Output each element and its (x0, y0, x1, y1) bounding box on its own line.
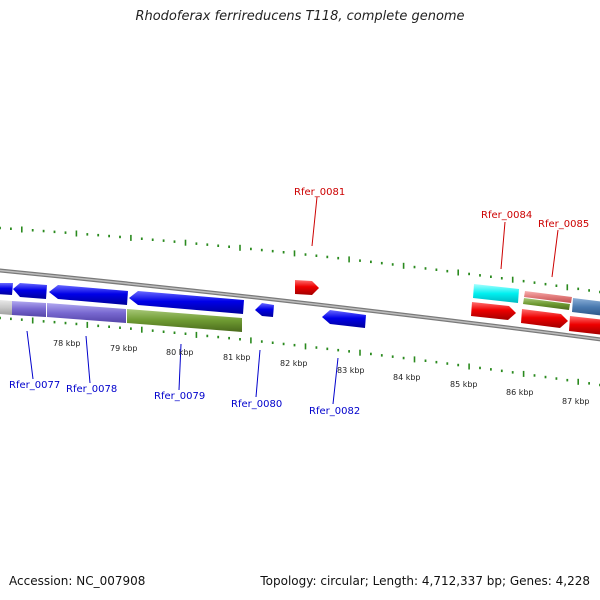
cog-bar (572, 298, 600, 316)
label-leaders (26, 196, 559, 405)
map-title: Rhodoferax ferrireducens T118, complete … (135, 9, 465, 24)
accession-text: Accession: NC_007908 (9, 574, 146, 588)
gene-arrow (0, 283, 13, 295)
kbp-label: 79 kbp (110, 344, 138, 353)
upper-tick-track (0, 226, 600, 294)
gene-arrow (521, 309, 568, 328)
reverse-genes (0, 283, 366, 328)
gene-arrow (49, 285, 128, 305)
gene-arrow (569, 316, 600, 335)
lower-tick-track (0, 316, 600, 387)
cog-bar (12, 301, 46, 317)
gene-arrow (322, 310, 366, 328)
cog-bar (523, 298, 570, 310)
kbp-label: 87 kbp (562, 397, 590, 406)
gene-arrow (295, 280, 319, 295)
kbp-label: 82 kbp (280, 359, 308, 368)
gene-label-rfer-0084: Rfer_0084 (481, 210, 532, 221)
kbp-label: 85 kbp (450, 380, 478, 389)
cog-bar (524, 291, 572, 303)
kbp-label: 86 kbp (506, 388, 534, 397)
gene-label-rfer-0079: Rfer_0079 (154, 391, 205, 402)
kbp-label: 80 kbp (166, 348, 194, 357)
kbp-label: 83 kbp (337, 366, 365, 375)
gene-label-rfer-0085: Rfer_0085 (538, 219, 589, 230)
cog-bar (47, 303, 126, 323)
gene-arrow (471, 302, 516, 320)
cog-bar (473, 284, 519, 303)
gene-arrow (129, 291, 244, 314)
gene-arrow (13, 283, 47, 299)
gene-labels: Rfer_0081 Rfer_0084 Rfer_0085 Rfer_0077 … (9, 187, 589, 417)
gene-label-rfer-0081: Rfer_0081 (294, 187, 345, 198)
gene-label-rfer-0078: Rfer_0078 (66, 384, 117, 395)
gene-arrow (255, 303, 274, 317)
cog-bar (127, 309, 242, 332)
cog-bar (0, 300, 12, 315)
kbp-label: 78 kbp (53, 339, 81, 348)
kbp-label: 84 kbp (393, 373, 421, 382)
genome-summary-text: Topology: circular; Length: 4,712,337 bp… (260, 574, 590, 588)
gene-label-rfer-0077: Rfer_0077 (9, 380, 60, 391)
forward-genes (295, 280, 600, 335)
gene-label-rfer-0082: Rfer_0082 (309, 406, 360, 417)
gene-label-rfer-0080: Rfer_0080 (231, 399, 282, 410)
cog-band (0, 284, 600, 332)
kbp-label: 81 kbp (223, 353, 251, 362)
kbp-labels: 78 kbp 79 kbp 80 kbp 81 kbp 82 kbp 83 kb… (53, 339, 590, 406)
genome-backbone (0, 268, 600, 342)
